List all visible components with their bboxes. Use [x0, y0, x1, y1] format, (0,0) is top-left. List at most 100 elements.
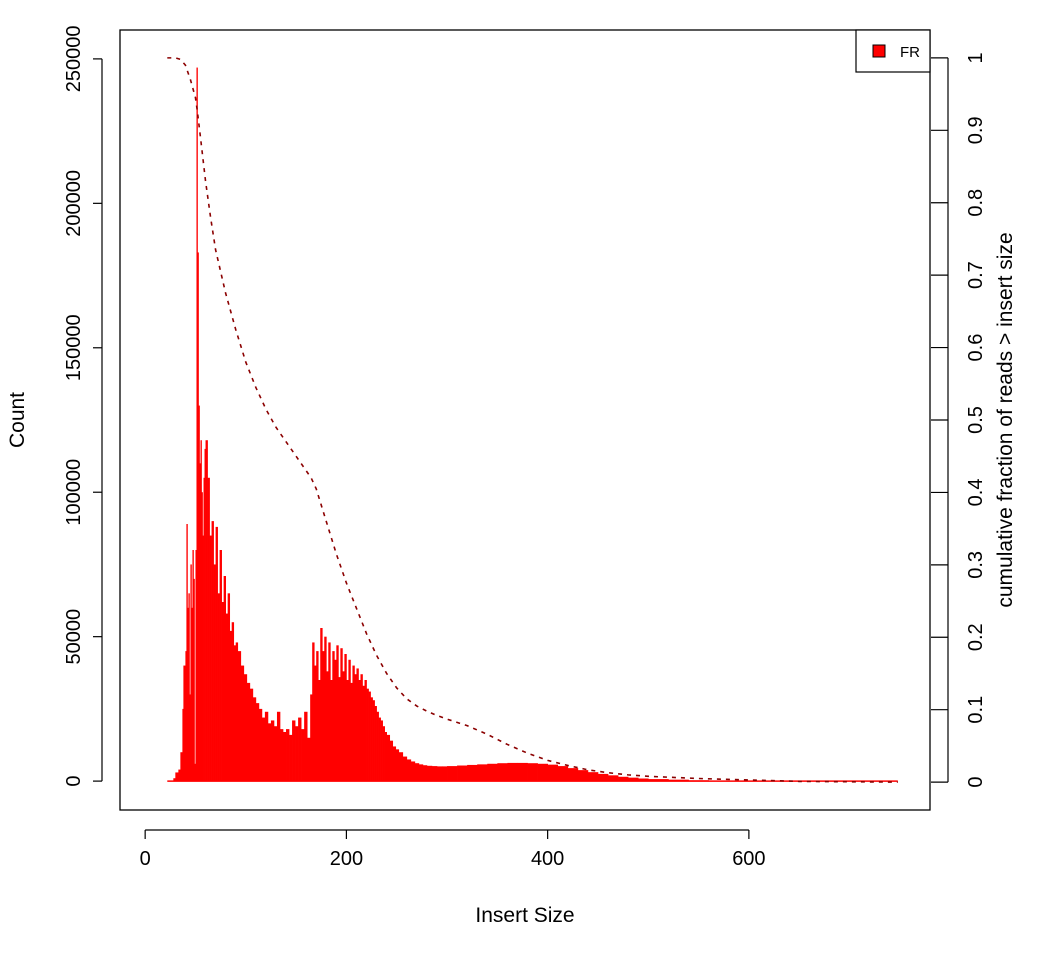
histogram-bar: [332, 651, 335, 782]
histogram-bar: [204, 448, 206, 782]
histogram-bar: [338, 677, 341, 782]
histogram-bar: [398, 752, 404, 782]
histogram-bar: [638, 778, 649, 782]
histogram-bar: [457, 765, 468, 782]
histogram-bar: [414, 763, 420, 782]
histogram-bar: [487, 763, 498, 782]
y-tick-label: 0: [63, 776, 85, 787]
histogram-bar: [320, 628, 323, 782]
y-tick-label: 100000: [63, 459, 85, 526]
histogram-bar: [270, 720, 275, 782]
histogram-bar: [340, 648, 343, 782]
histogram-bar: [497, 763, 508, 782]
histogram-bar: [196, 67, 198, 782]
histogram-bar: [240, 665, 245, 782]
histogram-bar: [567, 768, 579, 782]
histogram-bar: [334, 659, 337, 782]
histogram-bar: [195, 550, 197, 782]
histogram-bar: [192, 550, 194, 782]
histogram-bar: [276, 711, 281, 782]
histogram-bar: [182, 708, 184, 782]
histogram-bar: [386, 734, 391, 782]
histogram-bar: [235, 642, 239, 782]
histogram-bar: [330, 680, 333, 782]
histogram-bar: [185, 651, 187, 782]
histogram-bar: [292, 720, 296, 782]
histogram-bar: [183, 665, 186, 782]
legend: FR: [855, 29, 931, 73]
histogram-bar: [418, 764, 424, 782]
histogram-bar: [557, 766, 569, 782]
plot-frame: [119, 29, 931, 811]
histogram-bar: [324, 636, 327, 782]
histogram-bar: [406, 759, 412, 782]
x-tick-label: 400: [531, 848, 564, 870]
histogram-bar: [246, 682, 251, 782]
histogram-bar: [203, 477, 205, 782]
histogram-bar: [366, 688, 369, 782]
histogram-bar: [186, 524, 188, 782]
histogram-bar: [173, 778, 176, 782]
histogram-bar: [352, 665, 355, 782]
histogram-bar: [188, 593, 190, 782]
y-axis-right: 0 0.1 0.2 0.3 0.4 0.5 0.6 0.7 0.8 0.9 1: [931, 52, 987, 788]
histogram-bar: [237, 651, 242, 782]
histogram-bar: [229, 630, 233, 782]
histogram-bar: [376, 711, 379, 782]
x-tick-label: 200: [330, 848, 363, 870]
histogram-bar: [441, 766, 448, 782]
histogram-bar: [618, 776, 629, 782]
histogram-bar: [447, 766, 458, 782]
y2-tick-label: 0.3: [965, 551, 987, 579]
histogram-bar: [180, 752, 183, 782]
histogram-bar: [198, 405, 200, 782]
histogram-bar: [255, 703, 260, 782]
histogram-bar: [382, 726, 385, 782]
histogram-bar: [307, 737, 311, 782]
histogram-bar: [346, 680, 349, 782]
histogram-bar: [187, 607, 189, 782]
y-tick-label: 250000: [63, 26, 85, 93]
histogram-bar: [199, 463, 201, 782]
histogram-bar: [547, 764, 559, 782]
histogram-bar: [225, 613, 229, 782]
histogram-bar: [537, 763, 548, 782]
histogram-bar: [342, 671, 345, 782]
histogram-bar: [200, 440, 202, 782]
histogram-bar: [358, 680, 361, 782]
histogram-bar: [211, 521, 214, 782]
cumulative-fraction-line: [167, 57, 898, 783]
histogram-bar: [378, 717, 381, 782]
histogram-bar: [215, 526, 218, 782]
histogram-bar: [527, 763, 538, 782]
y2-tick-label: 0.9: [965, 116, 987, 144]
histogram-bar: [231, 622, 235, 782]
histogram-bar: [648, 779, 669, 782]
y2-tick-label: 0.7: [965, 261, 987, 289]
histogram-bar: [310, 694, 313, 782]
histogram-bar: [273, 726, 278, 782]
histogram-bar: [197, 252, 199, 782]
histogram-bar: [431, 766, 438, 782]
histogram-bar: [402, 756, 408, 782]
histogram-bar: [194, 763, 196, 782]
histogram-bar: [426, 765, 433, 782]
x-tick-label: 0: [140, 848, 151, 870]
histogram-bar: [328, 642, 331, 782]
histogram-bar: [213, 564, 216, 782]
histogram-bar: [227, 593, 231, 782]
x-tick-label: 600: [732, 848, 765, 870]
histogram-bar: [372, 700, 375, 782]
histogram-bar: [628, 777, 639, 782]
histogram-bar: [507, 762, 518, 782]
histogram-bar: [233, 645, 237, 782]
histogram-bar: [201, 492, 203, 782]
y2-tick-label: 0.5: [965, 406, 987, 434]
histogram-bar: [587, 772, 599, 782]
y-axis-left: 0 50000 100000 150000 200000 250000: [63, 26, 103, 787]
y2-tick-label: 0: [965, 777, 987, 788]
histogram-bar: [467, 764, 478, 782]
histogram-bar: [374, 706, 377, 782]
histogram-bar: [193, 578, 195, 782]
histogram-bar: [178, 769, 181, 782]
